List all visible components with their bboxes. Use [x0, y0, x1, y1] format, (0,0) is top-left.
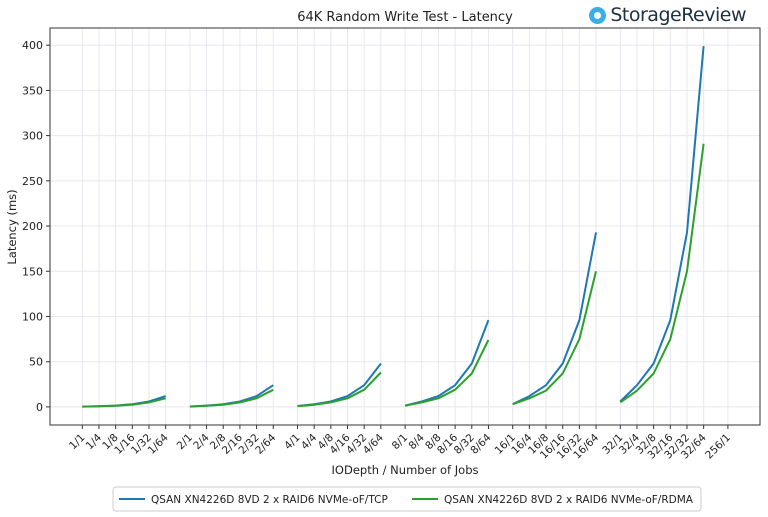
- series-line-segment: [512, 232, 597, 406]
- y-tick-label: 350: [22, 84, 43, 97]
- x-axis-label: IODepth / Number of Jobs: [332, 463, 479, 477]
- legend-box: [112, 486, 702, 512]
- y-tick-label: 0: [36, 401, 43, 414]
- series-line-segment: [189, 388, 274, 408]
- chart-title: 64K Random Write Test - Latency: [297, 10, 513, 25]
- series-line-segment: [404, 339, 490, 407]
- x-tick-label: 8/64: [468, 431, 493, 456]
- y-tick-label: 300: [22, 130, 43, 143]
- y-tick-label: 100: [22, 310, 43, 323]
- series-rdma: [82, 143, 705, 408]
- legend-label-rdma: QSAN XN4226D 8VD 2 x RAID6 NVMe-oF/RDMA: [444, 494, 694, 506]
- x-tick-label: 1/64: [146, 431, 171, 456]
- y-tick-label: 250: [22, 175, 43, 188]
- series-line-segment: [297, 371, 382, 408]
- logo-icon: [589, 6, 607, 24]
- series-line-segment: [404, 319, 490, 407]
- y-tick-label: 50: [29, 356, 43, 369]
- y-tick-label: 150: [22, 265, 43, 278]
- x-tick-label: 2/64: [253, 431, 278, 456]
- series-line-segment: [512, 271, 597, 406]
- legend: QSAN XN4226D 8VD 2 x RAID6 NVMe-oF/TCP Q…: [112, 486, 702, 512]
- y-tick-label: 200: [22, 220, 43, 233]
- series-line-segment: [619, 46, 705, 403]
- x-tick-label: 4/64: [361, 431, 386, 456]
- series-line-segment: [619, 143, 705, 404]
- x-tick-label: 256/1: [703, 432, 733, 462]
- y-axis-label: Latency (ms): [5, 189, 19, 264]
- legend-label-tcp: QSAN XN4226D 8VD 2 x RAID6 NVMe-oF/TCP: [151, 494, 388, 506]
- logo-text: StorageReview: [610, 4, 746, 26]
- y-tick-label: 400: [22, 39, 43, 52]
- series-line-segment: [82, 397, 166, 408]
- storagereview-logo: StorageReview: [589, 4, 746, 26]
